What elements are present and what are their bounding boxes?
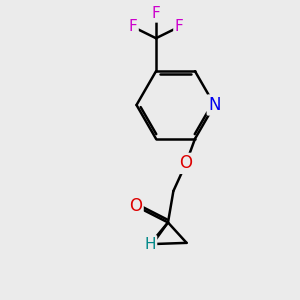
Text: H: H bbox=[144, 237, 156, 252]
Text: N: N bbox=[208, 96, 221, 114]
Text: F: F bbox=[175, 19, 184, 34]
Text: O: O bbox=[129, 197, 142, 215]
Text: F: F bbox=[128, 19, 137, 34]
Text: F: F bbox=[152, 6, 160, 21]
Text: O: O bbox=[179, 154, 193, 172]
